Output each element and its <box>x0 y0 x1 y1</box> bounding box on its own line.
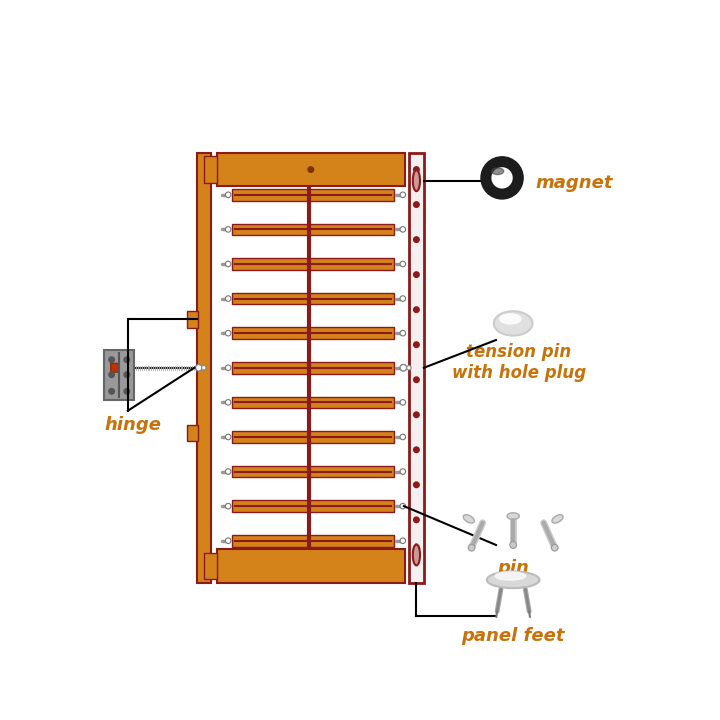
Circle shape <box>225 227 231 232</box>
FancyBboxPatch shape <box>187 425 198 441</box>
FancyBboxPatch shape <box>232 328 394 339</box>
Circle shape <box>225 400 231 405</box>
Circle shape <box>225 192 231 197</box>
Circle shape <box>413 517 419 523</box>
Circle shape <box>413 377 419 382</box>
Circle shape <box>400 330 405 336</box>
FancyBboxPatch shape <box>232 431 394 443</box>
Circle shape <box>202 366 206 370</box>
FancyBboxPatch shape <box>232 293 394 305</box>
FancyBboxPatch shape <box>232 397 394 408</box>
Circle shape <box>400 296 405 302</box>
Circle shape <box>552 544 558 551</box>
Text: panel feet: panel feet <box>462 627 565 645</box>
Circle shape <box>400 364 407 371</box>
Circle shape <box>407 366 411 370</box>
FancyBboxPatch shape <box>217 549 405 582</box>
Circle shape <box>413 272 419 277</box>
Circle shape <box>413 482 419 487</box>
Circle shape <box>400 538 405 544</box>
Ellipse shape <box>507 513 519 519</box>
FancyBboxPatch shape <box>232 500 394 512</box>
Circle shape <box>400 469 405 474</box>
Circle shape <box>400 227 405 232</box>
FancyBboxPatch shape <box>232 223 394 235</box>
Circle shape <box>124 357 130 362</box>
FancyBboxPatch shape <box>197 153 211 582</box>
Circle shape <box>124 372 130 377</box>
Circle shape <box>225 434 231 440</box>
Circle shape <box>413 342 419 348</box>
Ellipse shape <box>500 314 521 324</box>
FancyBboxPatch shape <box>409 153 424 582</box>
Circle shape <box>225 503 231 509</box>
Ellipse shape <box>413 170 420 192</box>
Ellipse shape <box>494 311 533 336</box>
Circle shape <box>225 365 231 371</box>
FancyBboxPatch shape <box>204 156 217 183</box>
Ellipse shape <box>495 572 526 580</box>
Ellipse shape <box>492 168 504 174</box>
FancyBboxPatch shape <box>232 362 394 374</box>
FancyBboxPatch shape <box>204 553 217 580</box>
Circle shape <box>195 364 202 371</box>
FancyBboxPatch shape <box>232 258 394 270</box>
FancyBboxPatch shape <box>232 466 394 477</box>
Circle shape <box>413 307 419 312</box>
FancyBboxPatch shape <box>232 535 394 546</box>
Text: tension pin
with hole plug: tension pin with hole plug <box>451 343 586 382</box>
Circle shape <box>400 434 405 440</box>
Circle shape <box>400 261 405 266</box>
Ellipse shape <box>463 515 474 523</box>
Circle shape <box>413 237 419 243</box>
Circle shape <box>413 412 419 418</box>
Circle shape <box>124 389 130 394</box>
Circle shape <box>400 365 405 371</box>
Text: pin: pin <box>498 559 529 577</box>
Circle shape <box>400 400 405 405</box>
FancyBboxPatch shape <box>187 311 198 328</box>
FancyBboxPatch shape <box>232 189 394 201</box>
FancyBboxPatch shape <box>111 364 119 372</box>
Circle shape <box>492 168 512 188</box>
Circle shape <box>400 503 405 509</box>
FancyBboxPatch shape <box>217 153 405 186</box>
Circle shape <box>413 447 419 453</box>
Text: magnet: magnet <box>535 174 613 192</box>
FancyBboxPatch shape <box>104 350 135 400</box>
Circle shape <box>225 296 231 302</box>
Circle shape <box>225 330 231 336</box>
Circle shape <box>109 389 114 394</box>
Circle shape <box>225 469 231 474</box>
Circle shape <box>413 552 419 557</box>
Circle shape <box>109 357 114 362</box>
Circle shape <box>413 202 419 207</box>
Circle shape <box>413 167 419 172</box>
Circle shape <box>468 544 475 551</box>
Circle shape <box>308 167 314 172</box>
Ellipse shape <box>413 544 420 565</box>
Ellipse shape <box>552 515 563 523</box>
Circle shape <box>225 538 231 544</box>
Ellipse shape <box>487 572 539 588</box>
Circle shape <box>225 261 231 266</box>
Circle shape <box>481 157 523 199</box>
Circle shape <box>400 192 405 197</box>
Text: hinge: hinge <box>104 416 161 434</box>
Circle shape <box>510 541 516 548</box>
Circle shape <box>109 372 114 377</box>
